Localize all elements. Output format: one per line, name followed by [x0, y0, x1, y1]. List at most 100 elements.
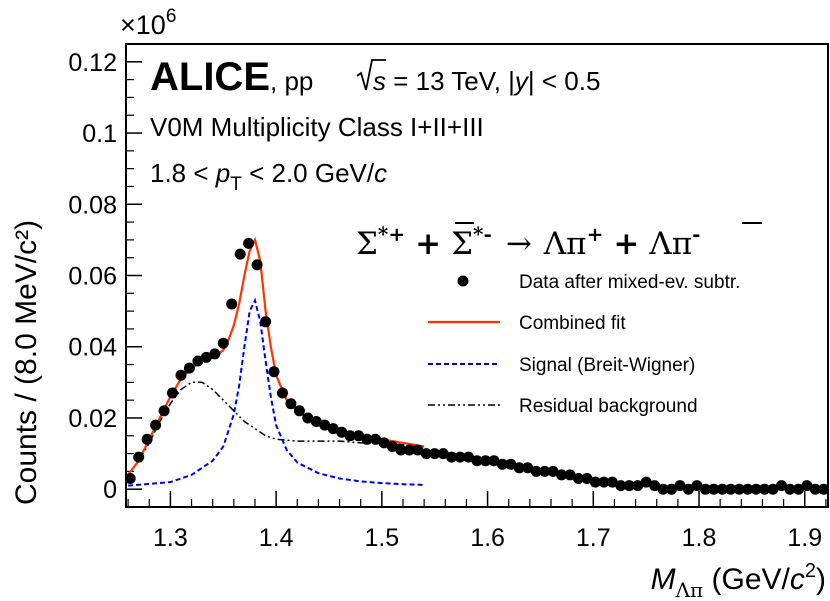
data-point	[581, 473, 593, 484]
legend: Data after mixed-ev. subtr. Combined fit…	[428, 272, 740, 417]
data-point	[403, 444, 415, 456]
data-point	[192, 355, 204, 367]
data-point	[302, 412, 314, 424]
data-point	[682, 483, 694, 495]
data-point	[226, 298, 238, 310]
x-axis-units: (GeV/	[703, 563, 790, 596]
pt-high: < 2.0 GeV/	[242, 158, 375, 188]
data-point	[420, 448, 432, 460]
data-point	[437, 448, 449, 460]
data-point	[126, 473, 136, 484]
data-point	[217, 337, 229, 349]
y-multiplier: ×106	[120, 6, 176, 40]
data-point	[353, 430, 365, 442]
pt-range-label: 1.8 < pT < 2.0 GeV/c	[150, 158, 387, 195]
rapidity-var: y	[513, 66, 530, 96]
y-multiplier-exponent: 6	[166, 6, 177, 27]
x-axis-var: M	[651, 563, 676, 596]
legend-entry-signal: Signal (Breit-Wigner)	[428, 355, 695, 376]
rapidity-value: | < 0.5	[528, 66, 601, 96]
data-point	[733, 483, 745, 495]
multiplicity-label: V0M Multiplicity Class I+II+III	[150, 112, 484, 142]
data-point	[818, 483, 828, 495]
pt-low: 1.8 <	[150, 158, 216, 188]
pi-plus-sup: +	[587, 222, 604, 246]
x-tick-label: 1.4	[259, 524, 294, 552]
data-point	[792, 483, 804, 495]
data-point	[615, 480, 627, 492]
arrow: →	[506, 226, 532, 262]
pt-var: p	[215, 158, 230, 188]
data-point	[412, 444, 424, 456]
data-point	[344, 430, 356, 442]
lambda-bar: Λ	[648, 226, 672, 262]
energy-label: s = 13 TeV, |y| < 0.5	[356, 59, 601, 96]
data-point	[488, 455, 500, 467]
data-point	[573, 473, 584, 484]
x-tick-label: 1.6	[470, 524, 505, 552]
data-point	[454, 451, 466, 463]
data-point	[429, 448, 441, 460]
data-point	[133, 451, 145, 463]
data-point	[395, 444, 407, 456]
data-point	[547, 465, 559, 477]
data-point	[776, 480, 787, 492]
data-point	[285, 398, 297, 410]
x-axis-title: MΛπ (GeV/c2)	[651, 560, 826, 601]
y-tick-label: 0.08	[68, 191, 117, 219]
svg-text:Σ*++Σ*-→Λπ++Λπ-: Σ*+ + Σ*- → Λπ+ + Λπ-	[356, 222, 700, 262]
data-point	[598, 476, 610, 488]
data-point	[471, 455, 483, 467]
data-point	[666, 483, 677, 495]
data-point	[708, 483, 720, 495]
lambda-pi: Λπ	[543, 226, 587, 262]
data-point	[446, 451, 458, 463]
collision-system: , pp	[270, 66, 313, 96]
legend-entry-data: Data after mixed-ev. subtr.	[457, 272, 740, 293]
svg-text:Residual background: Residual background	[519, 396, 698, 417]
plus-sign-1: +	[415, 226, 441, 262]
x-tick-label: 1.3	[153, 524, 188, 552]
y-tick-label: 0.04	[68, 334, 117, 362]
data-point	[480, 455, 491, 467]
data-point	[370, 433, 381, 445]
data-point	[234, 248, 246, 260]
data-point	[691, 480, 703, 492]
data-point	[674, 480, 686, 492]
data-point	[183, 362, 195, 374]
data-point	[699, 483, 711, 495]
data-point	[750, 483, 762, 495]
data-point	[767, 483, 779, 495]
data-point	[141, 433, 153, 445]
data-point	[759, 483, 771, 495]
data-point	[327, 423, 339, 435]
data-point	[150, 419, 162, 431]
data-point	[319, 419, 331, 431]
axis-ticks	[126, 43, 827, 508]
data-point	[260, 316, 272, 328]
data-point	[336, 426, 348, 438]
data-point	[522, 462, 534, 474]
data-point	[200, 351, 212, 363]
x-axis-unit-c: c	[790, 563, 805, 596]
y-tick-label: 0.12	[68, 49, 117, 77]
data-point	[243, 237, 255, 249]
data-point	[530, 465, 542, 477]
data-point	[632, 480, 644, 492]
data-point	[378, 437, 390, 449]
legend-marker-data	[457, 275, 469, 287]
sigma-plus-sup: *+	[378, 222, 405, 246]
data-point	[801, 480, 813, 492]
sigma-bar: Σ	[451, 226, 473, 262]
legend-entry-fit: Combined fit	[428, 313, 626, 334]
x-tick-label: 1.8	[682, 524, 717, 552]
data-point	[277, 387, 288, 399]
tick-labels: 1.3 1.4 1.5 1.6 1.7 1.8 1.9 0 0.02 0.04 0.06 0.08 0.…	[68, 49, 822, 552]
data-point	[564, 469, 576, 481]
data-point	[640, 476, 652, 488]
svg-text:Signal (Breit-Wigner): Signal (Breit-Wigner)	[519, 355, 695, 376]
experiment-name: ALICE	[150, 55, 270, 99]
data-point	[716, 483, 728, 495]
sigma-plus: Σ	[356, 226, 378, 262]
